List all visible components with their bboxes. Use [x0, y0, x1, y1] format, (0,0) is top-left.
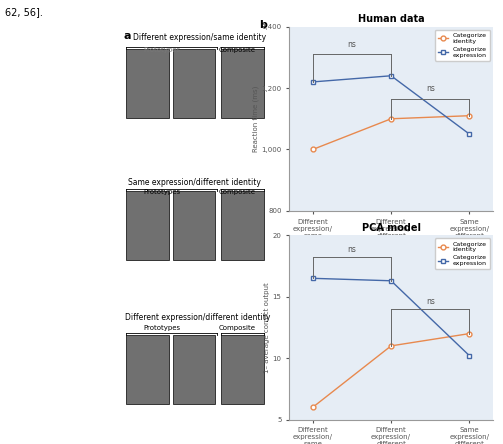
Bar	[126, 49, 169, 118]
Text: b: b	[259, 20, 267, 30]
Text: 62, 56].: 62, 56].	[5, 7, 43, 17]
Text: Prototypes: Prototypes	[143, 325, 181, 331]
Legend: Categorize
identity, Categorize
expression: Categorize identity, Categorize expressi…	[435, 238, 490, 270]
Text: Prototypes: Prototypes	[143, 47, 181, 53]
Text: ns: ns	[426, 84, 435, 93]
Bar	[221, 335, 264, 404]
Text: Composite: Composite	[219, 47, 256, 53]
Bar	[126, 335, 169, 404]
Title: Human data: Human data	[358, 15, 425, 24]
Bar	[173, 335, 215, 404]
Text: ns: ns	[426, 297, 435, 306]
Bar	[221, 191, 264, 260]
Text: Same expression/different identity: Same expression/different identity	[128, 178, 261, 186]
Text: ns: ns	[348, 40, 356, 49]
Text: Composite: Composite	[219, 325, 256, 331]
Y-axis label: Reaction time (ms): Reaction time (ms)	[252, 86, 259, 152]
Text: Prototypes: Prototypes	[143, 189, 181, 195]
Bar	[126, 191, 169, 260]
Y-axis label: 1– average correct output: 1– average correct output	[264, 282, 270, 373]
Bar	[173, 191, 215, 260]
Bar	[221, 49, 264, 118]
Legend: Categorize
identity, Categorize
expression: Categorize identity, Categorize expressi…	[435, 30, 490, 61]
Title: PCA model: PCA model	[362, 223, 421, 233]
Text: a: a	[123, 31, 131, 41]
Text: Different expression/different identity: Different expression/different identity	[125, 313, 270, 322]
Text: ns: ns	[348, 246, 356, 254]
Text: Different expression/same identity: Different expression/same identity	[133, 33, 267, 42]
Text: Composite: Composite	[219, 189, 256, 195]
Bar	[173, 49, 215, 118]
